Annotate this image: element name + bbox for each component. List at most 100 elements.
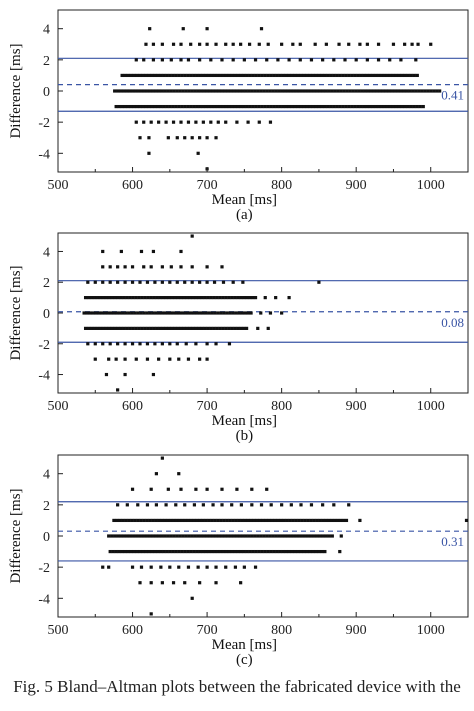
data-point bbox=[255, 518, 259, 523]
data-point bbox=[201, 104, 205, 109]
data-point bbox=[169, 265, 173, 269]
data-point bbox=[321, 89, 325, 93]
data-point bbox=[244, 89, 248, 93]
data-point bbox=[148, 27, 152, 31]
x-tick-label: 700 bbox=[197, 178, 218, 193]
data-point bbox=[179, 487, 183, 491]
data-point bbox=[259, 503, 264, 507]
data-point bbox=[116, 326, 120, 330]
data-point bbox=[175, 342, 179, 346]
x-tick-label: 800 bbox=[271, 399, 292, 414]
data-point bbox=[314, 549, 318, 554]
data-point bbox=[168, 565, 172, 569]
data-point bbox=[176, 326, 180, 330]
data-point bbox=[209, 326, 213, 330]
data-point bbox=[195, 104, 199, 109]
data-point bbox=[93, 342, 97, 346]
data-point bbox=[154, 89, 158, 93]
data-point bbox=[213, 518, 217, 523]
data-point bbox=[86, 280, 90, 284]
data-point bbox=[294, 89, 299, 93]
data-point bbox=[363, 89, 367, 93]
data-point bbox=[201, 549, 205, 554]
data-point bbox=[180, 549, 184, 554]
data-point bbox=[261, 518, 265, 523]
data-point bbox=[288, 518, 292, 523]
chart-panel-2: 0.08 500 600 700 800 900 1000 -4 -2 0 2 4 Mean [ms](… bbox=[8, 232, 469, 444]
data-point bbox=[186, 549, 190, 554]
data-point bbox=[142, 89, 147, 93]
data-point bbox=[260, 549, 264, 554]
data-point bbox=[302, 104, 306, 109]
data-point bbox=[249, 518, 253, 523]
data-point bbox=[119, 249, 123, 254]
data-point bbox=[287, 104, 291, 109]
y-axis-label: Difference [ms] bbox=[8, 488, 24, 583]
data-point bbox=[241, 280, 245, 284]
data-point bbox=[410, 42, 414, 46]
data-point bbox=[231, 58, 235, 62]
data-point bbox=[251, 73, 255, 78]
data-point bbox=[214, 534, 218, 538]
data-point bbox=[359, 73, 363, 78]
data-point bbox=[412, 73, 416, 78]
data-point bbox=[127, 534, 132, 538]
data-point bbox=[242, 326, 246, 330]
data-point bbox=[221, 73, 226, 78]
data-point bbox=[158, 296, 162, 300]
data-point bbox=[123, 265, 127, 269]
data-point bbox=[91, 311, 95, 315]
data-point bbox=[177, 518, 182, 523]
data-point bbox=[111, 549, 115, 554]
data-point bbox=[106, 311, 110, 315]
data-point bbox=[335, 104, 339, 109]
data-point bbox=[358, 42, 362, 46]
data-point bbox=[171, 581, 176, 585]
data-point bbox=[194, 120, 198, 124]
data-point bbox=[254, 549, 258, 554]
data-point bbox=[288, 89, 293, 93]
data-point bbox=[132, 73, 136, 78]
data-point bbox=[104, 372, 109, 377]
data-point bbox=[296, 549, 300, 554]
data-point bbox=[150, 73, 154, 78]
data-point bbox=[375, 89, 379, 93]
data-point bbox=[133, 89, 138, 93]
data-point bbox=[89, 296, 94, 300]
data-point bbox=[177, 472, 181, 476]
data-point bbox=[274, 89, 278, 93]
data-point bbox=[337, 42, 341, 46]
data-point bbox=[341, 73, 345, 78]
data-point bbox=[169, 534, 173, 538]
data-point bbox=[126, 104, 130, 109]
data-point bbox=[214, 565, 218, 569]
data-point bbox=[144, 104, 148, 109]
data-point bbox=[148, 311, 152, 315]
data-point bbox=[222, 311, 226, 315]
data-point bbox=[145, 534, 150, 538]
data-point bbox=[177, 104, 181, 109]
data-point bbox=[362, 104, 366, 109]
y-tick-label: 4 bbox=[43, 23, 50, 38]
data-point bbox=[312, 89, 317, 93]
data-point bbox=[175, 280, 179, 284]
data-point bbox=[245, 73, 249, 78]
data-point bbox=[278, 549, 282, 554]
data-point bbox=[141, 73, 145, 78]
data-point bbox=[179, 249, 183, 254]
data-point bbox=[165, 311, 170, 315]
data-point bbox=[122, 296, 126, 300]
data-point bbox=[117, 104, 121, 109]
data-point bbox=[200, 296, 204, 300]
data-point bbox=[122, 89, 126, 93]
data-point bbox=[281, 104, 285, 109]
data-point bbox=[234, 518, 238, 523]
data-point bbox=[147, 104, 151, 109]
data-point bbox=[248, 104, 252, 109]
data-point bbox=[257, 104, 261, 109]
data-point bbox=[145, 518, 149, 523]
data-point bbox=[299, 73, 303, 78]
data-point bbox=[190, 534, 194, 538]
data-point bbox=[160, 265, 164, 269]
data-point bbox=[293, 549, 297, 554]
